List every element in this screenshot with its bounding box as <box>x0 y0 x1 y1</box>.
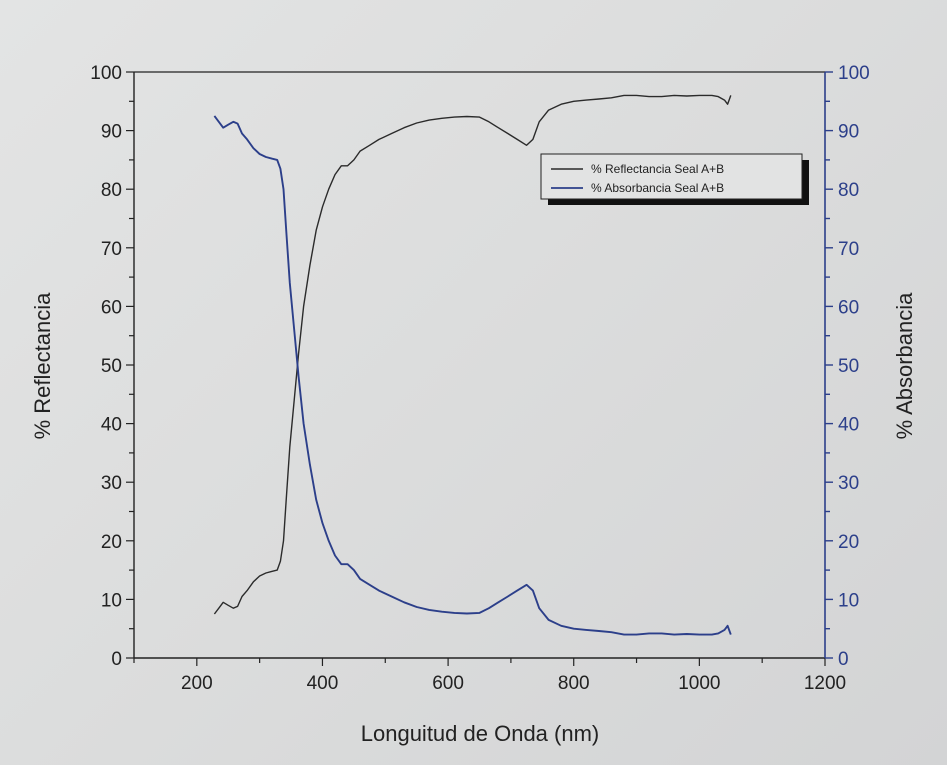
legend: % Reflectancia Seal A+B % Absorbancia Se… <box>540 153 809 205</box>
y-tick-label-left: 0 <box>111 649 122 670</box>
y-tick-label-right: 40 <box>838 415 859 436</box>
y-axis-title-left: % Reflectancia <box>30 292 55 440</box>
y-tick-label-left: 50 <box>101 356 122 377</box>
y-tick-label-right: 80 <box>838 180 859 201</box>
y-tick-label-left: 20 <box>101 532 122 553</box>
series-line-reflectancia <box>213 94 732 615</box>
legend-label-absorbancia: % Absorbancia Seal A+B <box>591 181 724 195</box>
x-tick-label: 1000 <box>678 673 720 694</box>
series-line-absorbancia <box>213 115 732 636</box>
y-tick-label-left: 30 <box>101 473 122 494</box>
y-tick-label-right: 20 <box>838 532 859 553</box>
y-tick-label-right: 60 <box>838 297 859 318</box>
x-axis-title: Longuitud de Onda (nm) <box>361 721 600 746</box>
y-tick-label-right: 0 <box>838 649 849 670</box>
x-tick-label: 800 <box>558 673 590 694</box>
axes: 200 400 600 800 1000 120001020304050607080901… <box>90 63 869 694</box>
y-tick-label-right: 30 <box>838 473 859 494</box>
y-tick-label-right: 90 <box>838 122 859 143</box>
y-tick-label-left: 60 <box>101 297 122 318</box>
y-tick-label-left: 70 <box>101 239 122 260</box>
y-tick-label-right: 70 <box>838 239 859 260</box>
y-tick-label-left: 80 <box>101 180 122 201</box>
y-tick-label-right: 50 <box>838 356 859 377</box>
x-tick-label: 400 <box>307 673 339 694</box>
x-tick-label: 200 <box>181 673 213 694</box>
y-tick-label-right: 10 <box>838 590 859 611</box>
y-tick-label-left: 40 <box>101 415 122 436</box>
y-tick-label-left: 100 <box>90 63 122 84</box>
y-axis-title-right: % Absorbancia <box>892 292 917 440</box>
legend-label-reflectancia: % Reflectancia Seal A+B <box>591 162 724 176</box>
x-tick-label: 600 <box>432 673 464 694</box>
y-tick-label-left: 90 <box>101 122 122 143</box>
x-tick-label: 1200 <box>804 673 846 694</box>
y-tick-label-left: 10 <box>101 590 122 611</box>
y-tick-label-right: 100 <box>838 63 870 84</box>
legend-box <box>540 153 803 200</box>
series-lines <box>213 94 732 636</box>
